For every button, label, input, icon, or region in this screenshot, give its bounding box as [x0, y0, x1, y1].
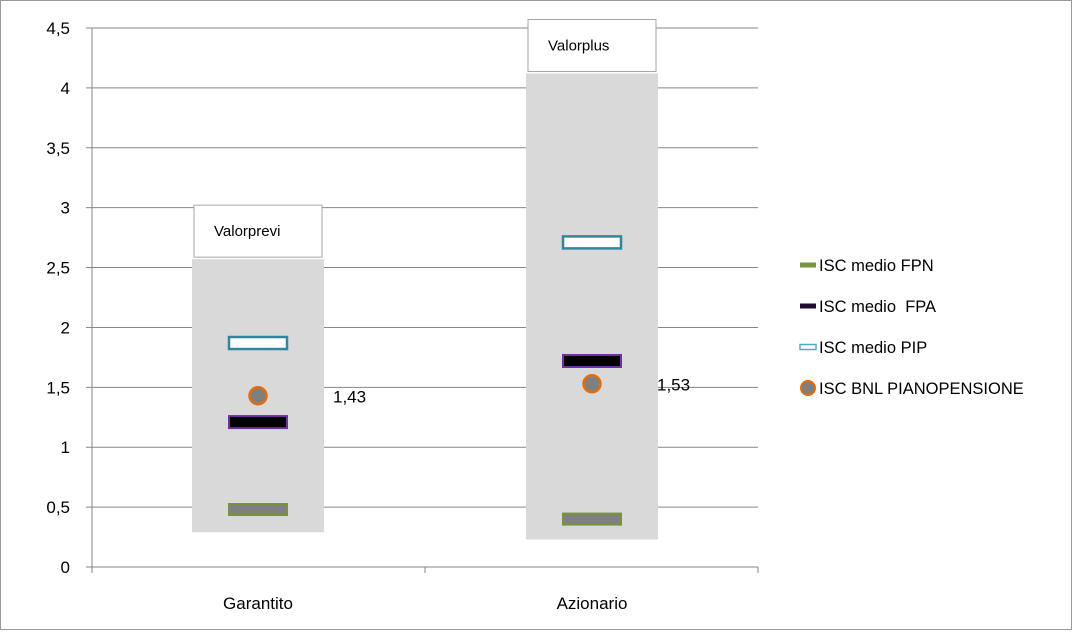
y-tick-label: 2	[61, 318, 70, 337]
legend-label: ISC medio FPA	[819, 298, 936, 316]
bnl-point	[582, 373, 602, 394]
y-tick-label: 1,5	[46, 378, 70, 397]
pip-marker	[561, 235, 623, 250]
band-label-box	[193, 204, 323, 258]
legend-swatch	[800, 262, 816, 268]
fpa-marker	[562, 353, 622, 368]
y-tick-label: 4	[61, 79, 70, 98]
data-marks: 1,43 1,53	[227, 235, 690, 526]
fpa-marker	[228, 415, 288, 430]
legend: ISC medio FPN ISC medio FPA ISC medio PIP I…	[799, 257, 1024, 398]
x-category-label: Garantito	[223, 594, 293, 613]
data-label: 1,53	[657, 376, 690, 395]
band-label-box	[527, 19, 657, 73]
y-tick-label: 0,5	[46, 498, 70, 517]
data-label: 1,43	[333, 388, 366, 407]
y-tick-label: 2,5	[46, 259, 70, 278]
y-tick-label: 3	[61, 199, 70, 218]
x-category-label: Azionario	[557, 594, 628, 613]
pip-marker	[227, 335, 289, 351]
y-tick-label: 3,5	[46, 139, 70, 158]
legend-swatch	[800, 303, 816, 309]
band-label: Valorprevi	[214, 223, 280, 240]
fpn-marker	[228, 503, 288, 517]
axes: 0 0,5 1 1,5 2 2,5 3 3,5 4 4,5 Garantito Azionario	[46, 19, 759, 613]
fpn-marker	[562, 512, 622, 526]
legend-swatch	[800, 380, 816, 396]
range-band	[526, 73, 658, 540]
legend-label: ISC medio FPN	[819, 257, 934, 275]
legend-label: ISC medio PIP	[819, 339, 927, 357]
legend-label: ISC BNL PIANOPENSIONE	[819, 380, 1024, 398]
y-tick-label: 4,5	[46, 19, 70, 38]
bnl-point	[248, 385, 268, 406]
y-tick-label: 1	[61, 438, 70, 457]
band-label: Valorplus	[548, 38, 609, 55]
y-tick-label: 0	[61, 558, 70, 577]
legend-swatch	[799, 343, 817, 351]
